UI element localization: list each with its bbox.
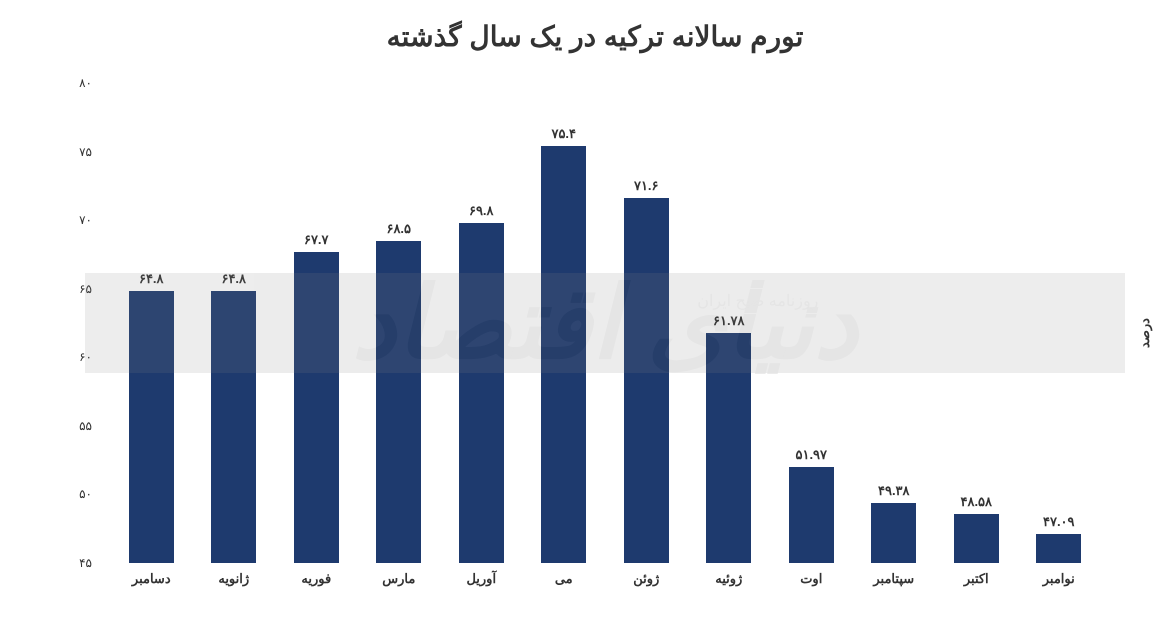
bar bbox=[376, 241, 421, 563]
bar-value-label: ۴۹.۳۸ bbox=[878, 483, 910, 499]
x-axis-label: نوامبر bbox=[1043, 571, 1075, 587]
x-axis-label: اوت bbox=[800, 571, 822, 587]
y-tick: ۸۰ bbox=[79, 76, 92, 90]
bar bbox=[541, 146, 586, 563]
bar bbox=[459, 223, 504, 563]
bar bbox=[211, 291, 256, 563]
bar-group: ۵۱.۹۷اوت bbox=[770, 83, 853, 563]
x-axis-label: فوریه bbox=[301, 571, 331, 587]
x-axis-label: ژانویه bbox=[218, 571, 249, 587]
y-tick: ۵۵ bbox=[79, 419, 92, 433]
y-tick: ۷۵ bbox=[79, 145, 92, 159]
bar bbox=[789, 467, 834, 563]
bar-value-label: ۷۱.۶ bbox=[634, 178, 659, 194]
bar-group: ۶۴.۸ژانویه bbox=[193, 83, 276, 563]
bar bbox=[954, 514, 999, 563]
bars-container: ۶۴.۸دسامبر۶۴.۸ژانویه۶۷.۷فوریه۶۸.۵مارس۶۹.… bbox=[100, 83, 1110, 563]
x-axis-label: آوریل bbox=[466, 571, 496, 587]
y-tick: ۴۵ bbox=[79, 556, 92, 570]
bar-group: ۶۸.۵مارس bbox=[358, 83, 441, 563]
bar-value-label: ۶۹.۸ bbox=[469, 203, 494, 219]
bar-value-label: ۶۸.۵ bbox=[386, 221, 411, 237]
x-axis-label: دسامبر bbox=[132, 571, 171, 587]
y-axis-label: درصد bbox=[1137, 318, 1153, 348]
chart-container: تورم سالانه ترکیه در یک سال گذشته درصد د… bbox=[0, 0, 1160, 636]
bar bbox=[706, 333, 751, 563]
bar-group: ۴۸.۵۸اکتبر bbox=[935, 83, 1018, 563]
bar-value-label: ۶۱.۷۸ bbox=[713, 313, 745, 329]
x-axis-label: اکتبر bbox=[964, 571, 989, 587]
bar bbox=[871, 503, 916, 563]
bar bbox=[1036, 534, 1081, 563]
bar-group: ۴۹.۳۸سپتامبر bbox=[853, 83, 936, 563]
x-axis-label: ژوئیه bbox=[715, 571, 742, 587]
bar-value-label: ۵۱.۹۷ bbox=[795, 447, 827, 463]
y-tick: ۷۰ bbox=[79, 213, 92, 227]
bar bbox=[624, 198, 669, 563]
bar-group: ۷۱.۶ژوئن bbox=[605, 83, 688, 563]
x-axis-label: ژوئن bbox=[633, 571, 659, 587]
bar-group: ۶۴.۸دسامبر bbox=[110, 83, 193, 563]
bar-value-label: ۷۵.۴ bbox=[551, 126, 576, 142]
chart-title: تورم سالانه ترکیه در یک سال گذشته bbox=[60, 20, 1130, 53]
bar-group: ۶۷.۷فوریه bbox=[275, 83, 358, 563]
bar bbox=[129, 291, 174, 563]
y-tick: ۵۰ bbox=[79, 487, 92, 501]
bar-group: ۴۷.۰۹نوامبر bbox=[1018, 83, 1101, 563]
x-axis-label: سپتامبر bbox=[873, 571, 914, 587]
bar bbox=[294, 252, 339, 563]
y-tick: ۶۰ bbox=[79, 350, 92, 364]
bar-group: ۶۹.۸آوریل bbox=[440, 83, 523, 563]
y-tick: ۶۵ bbox=[79, 282, 92, 296]
bar-value-label: ۶۷.۷ bbox=[304, 232, 329, 248]
x-axis-label: می bbox=[555, 571, 573, 587]
plot-area: دنیای اقتصاد روزنامه صبح ایران ۶۴.۸دسامب… bbox=[100, 83, 1110, 563]
x-axis-label: مارس bbox=[382, 571, 415, 587]
bar-value-label: ۴۸.۵۸ bbox=[960, 494, 992, 510]
bar-group: ۶۱.۷۸ژوئیه bbox=[688, 83, 771, 563]
bar-value-label: ۶۴.۸ bbox=[221, 271, 246, 287]
chart-area: درصد دنیای اقتصاد روزنامه صبح ایران ۶۴.۸… bbox=[60, 73, 1130, 593]
bar-group: ۷۵.۴می bbox=[523, 83, 606, 563]
bar-value-label: ۶۴.۸ bbox=[139, 271, 164, 287]
bar-value-label: ۴۷.۰۹ bbox=[1043, 514, 1075, 530]
